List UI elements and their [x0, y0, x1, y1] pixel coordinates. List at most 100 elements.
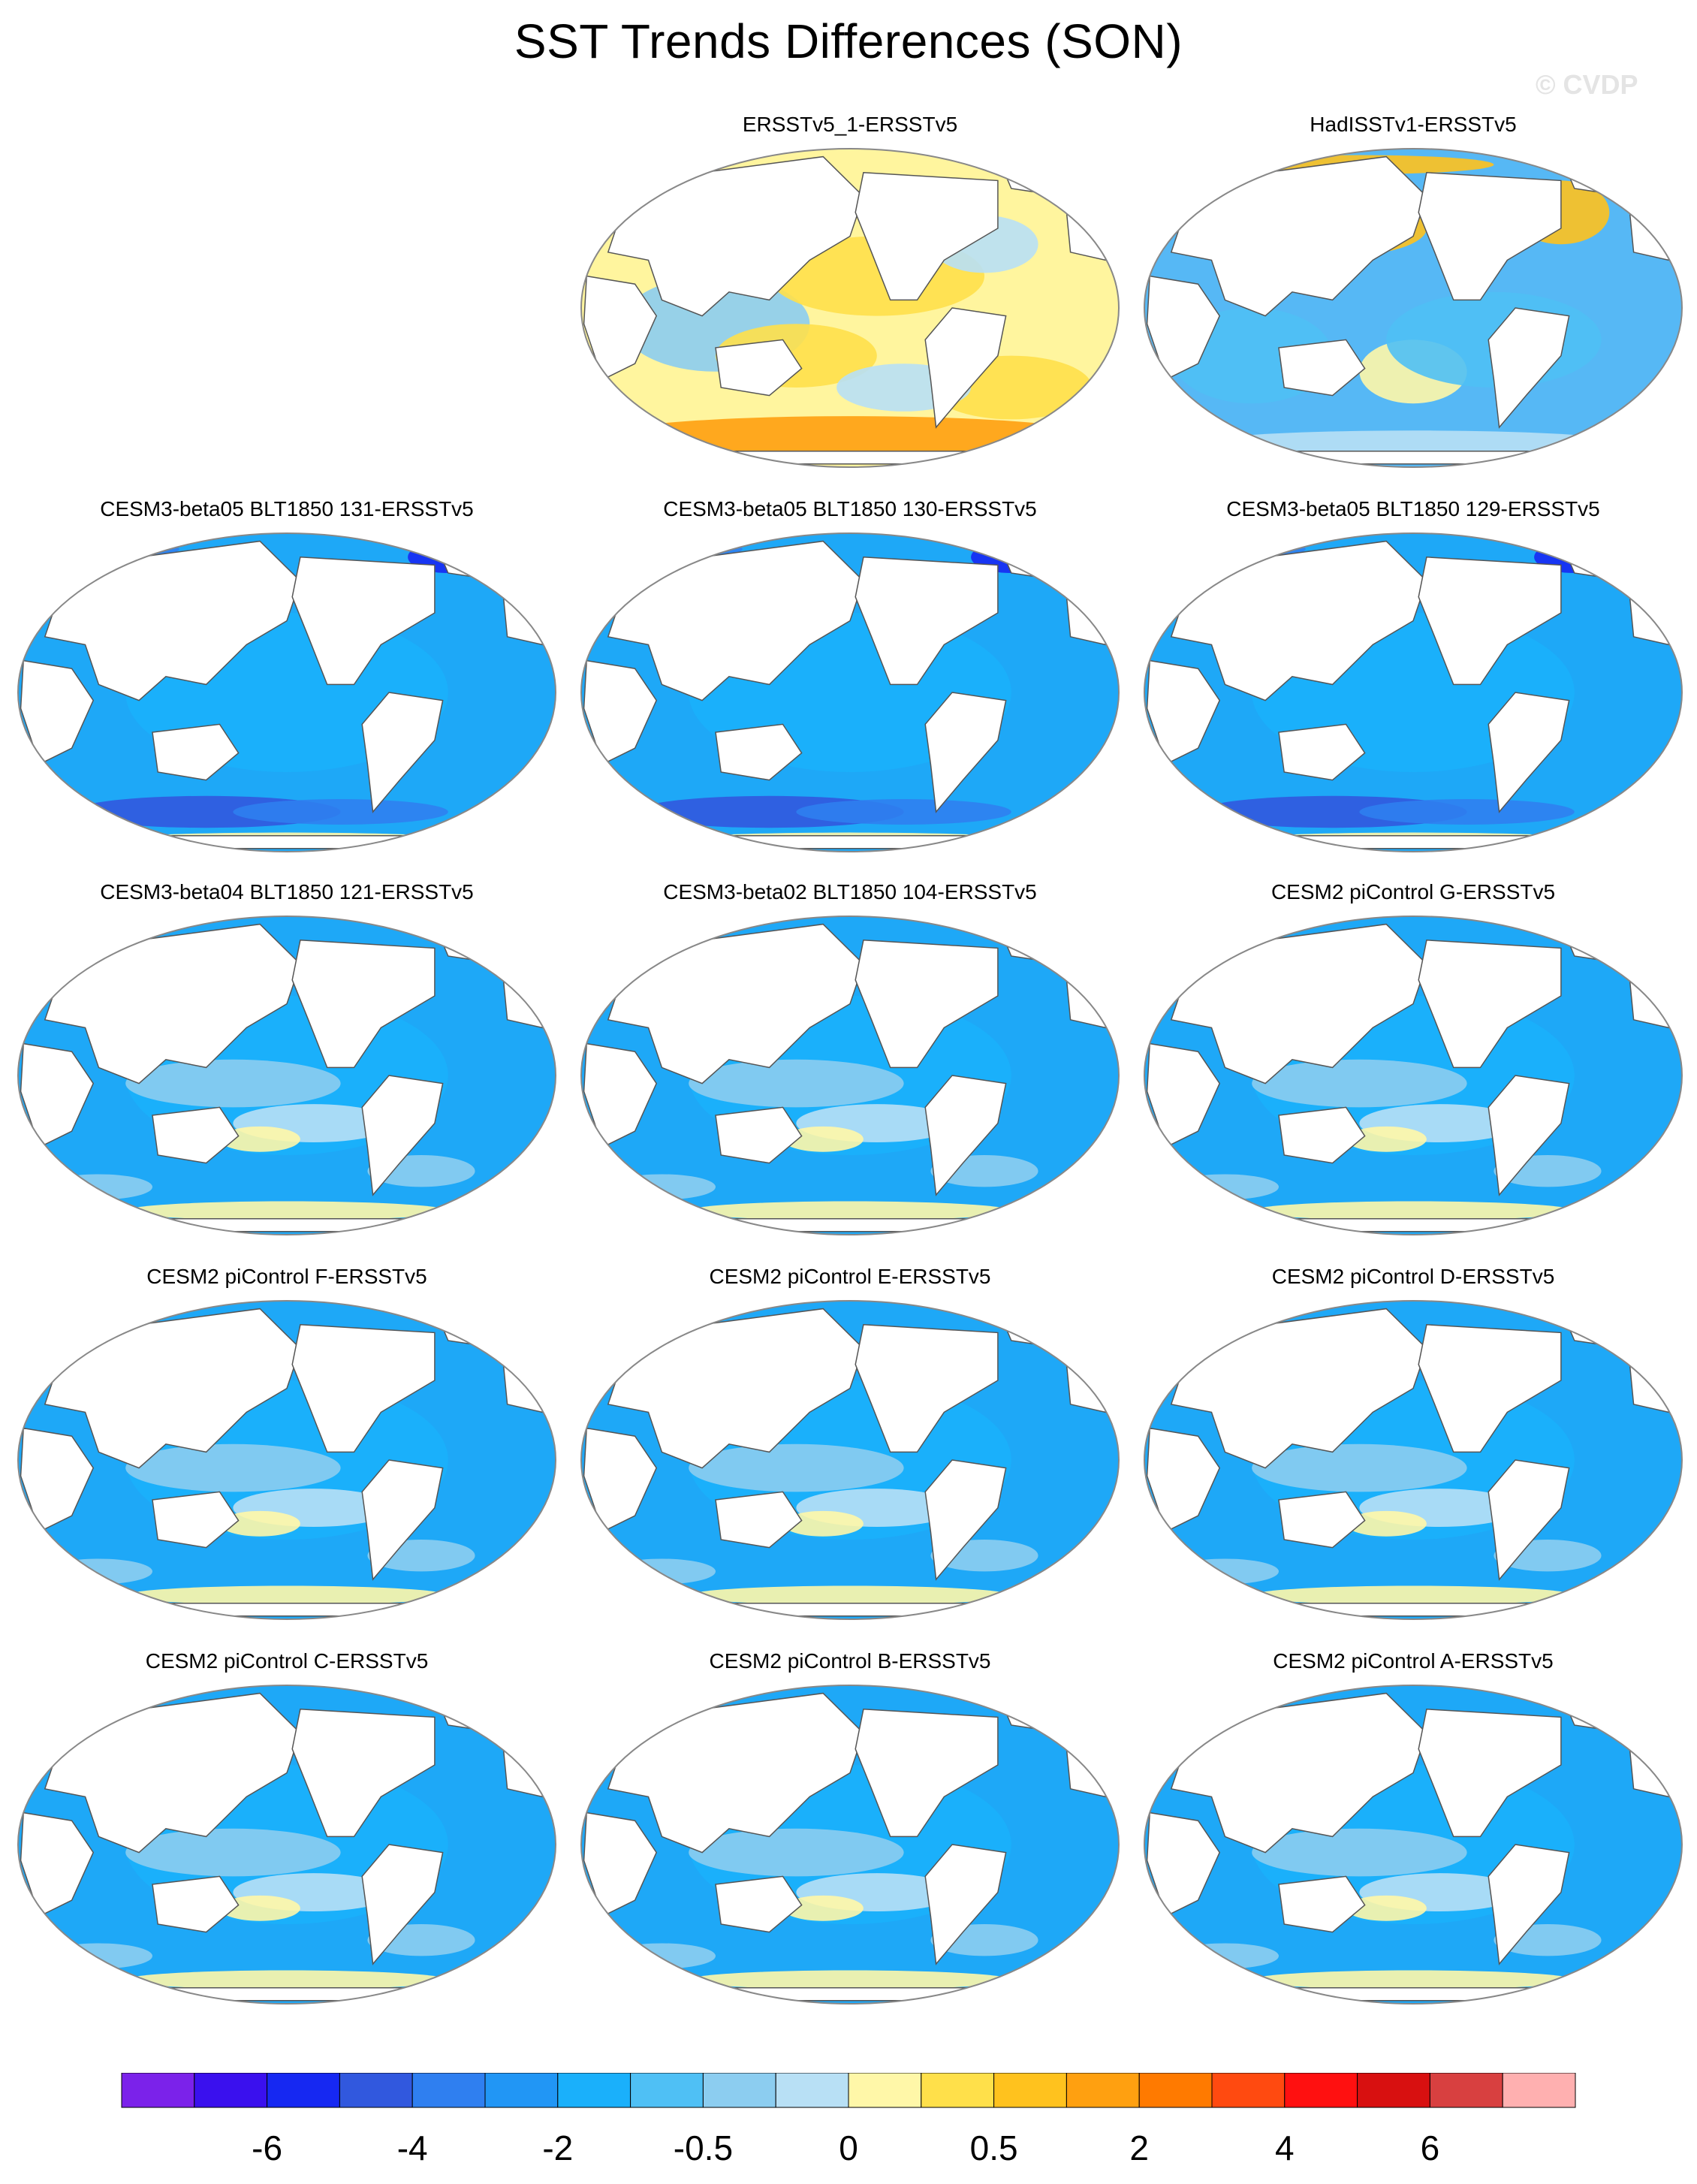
colorbar-tick-label: 4: [1275, 2128, 1295, 2167]
anomaly-region: [1346, 1510, 1427, 1537]
land-australia: [715, 1491, 803, 1549]
land-australia: [715, 1106, 803, 1164]
world-map: [17, 916, 556, 1235]
anomaly-region: [1252, 1201, 1575, 1220]
panel-title: CESM2 piControl F-ERSSTv5: [146, 1265, 427, 1288]
land-australia: [1278, 723, 1366, 781]
anomaly-region: [233, 799, 448, 825]
colorbar-swatch: [1138, 2073, 1213, 2108]
land-europe: [1627, 195, 1677, 261]
land-europe: [501, 963, 551, 1029]
land-samerica: [1488, 1844, 1570, 1965]
anomaly-region: [607, 1943, 716, 1969]
map-panel: CESM2 piControl E-ERSSTv5: [572, 1265, 1128, 1625]
colorbar-swatch: [921, 2073, 995, 2108]
land-antarctica: [98, 835, 475, 849]
land-europe: [501, 1347, 551, 1413]
world-map: [1144, 916, 1683, 1235]
map-panel: CESM3-beta04 BLT1850 121-ERSSTv5: [9, 880, 565, 1241]
land-europe: [1627, 1732, 1677, 1798]
anomaly-region: [44, 1174, 152, 1200]
map-panel: HadISSTv1-ERSSTv5: [1135, 113, 1691, 473]
land-antarctica: [1225, 1603, 1602, 1617]
panel-title: ERSSTv5_1-ERSSTv5: [742, 113, 958, 136]
land-antarctica: [98, 1218, 475, 1232]
map-panel: CESM3-beta05 BLT1850 131-ERSSTv5: [9, 497, 565, 858]
land-africa: [20, 1427, 95, 1533]
anomaly-region: [782, 1126, 864, 1152]
land-australia: [152, 723, 240, 781]
map-outline: [1144, 1300, 1683, 1620]
anomaly-region: [689, 1059, 904, 1108]
land-samerica: [1488, 1459, 1570, 1581]
world-map: [580, 916, 1120, 1235]
land-samerica: [1488, 307, 1570, 429]
land-africa: [583, 1427, 658, 1533]
land-europe: [501, 580, 551, 646]
anomaly-region: [125, 1585, 448, 1605]
land-samerica: [361, 1459, 444, 1581]
world-map: [17, 1685, 556, 2005]
colorbar-swatch: [993, 2073, 1067, 2108]
land-namerica: [1418, 940, 1562, 1069]
map-outline: [17, 1300, 556, 1620]
land-europe: [1064, 580, 1114, 646]
land-australia: [152, 1875, 240, 1933]
map-outline: [580, 1300, 1120, 1620]
colorbar-swatch: [121, 2073, 195, 2108]
anomaly-region: [782, 1895, 864, 1921]
land-namerica: [1418, 1709, 1562, 1838]
watermark: © CVDP: [1536, 69, 1638, 100]
anomaly-region: [782, 1510, 864, 1537]
land-antarctica: [662, 1987, 1038, 2001]
land-europe: [1627, 580, 1677, 646]
colorbar-swatch: [557, 2073, 631, 2108]
land-australia: [715, 339, 803, 397]
world-map: [17, 1300, 556, 1620]
world-map: [580, 1300, 1120, 1620]
panel-title: CESM3-beta04 BLT1850 121-ERSSTv5: [100, 880, 474, 903]
land-namerica: [291, 1709, 436, 1838]
land-samerica: [361, 692, 444, 813]
land-australia: [152, 1491, 240, 1549]
world-map: [580, 1685, 1120, 2005]
land-samerica: [361, 1075, 444, 1196]
land-antarctica: [1225, 1218, 1602, 1232]
map-outline: [17, 916, 556, 1235]
land-africa: [583, 659, 658, 765]
world-map: [1144, 532, 1683, 852]
land-antarctica: [662, 835, 1038, 849]
map-outline: [1144, 1685, 1683, 2005]
land-samerica: [924, 307, 1007, 429]
colorbar-tick-label: -6: [252, 2128, 282, 2167]
colorbar-swatch: [775, 2073, 849, 2108]
land-antarctica: [662, 451, 1038, 465]
land-europe: [1064, 1732, 1114, 1798]
colorbar-swatch: [702, 2073, 776, 2108]
world-map: [17, 532, 556, 852]
panel-title: HadISSTv1-ERSSTv5: [1310, 113, 1517, 136]
land-australia: [715, 723, 803, 781]
land-africa: [1146, 659, 1221, 765]
anomaly-region: [44, 1943, 152, 1969]
anomaly-region: [219, 1510, 300, 1537]
anomaly-region: [1171, 1174, 1279, 1200]
colorbar-swatch: [484, 2073, 559, 2108]
land-africa: [583, 1811, 658, 1917]
world-map: [1144, 148, 1683, 468]
anomaly-region: [607, 1558, 716, 1585]
panel-title: CESM2 piControl E-ERSSTv5: [709, 1265, 991, 1288]
map-panel: CESM2 piControl B-ERSSTv5: [572, 1649, 1128, 2010]
land-australia: [152, 1106, 240, 1164]
anomaly-region: [1346, 1895, 1427, 1921]
colorbar: -6 -4 -2 -0.5 0 0.5 2 4 6: [121, 2073, 1576, 2167]
colorbar-tick-label: -4: [397, 2128, 428, 2167]
world-map: [1144, 1300, 1683, 1620]
land-europe: [1627, 963, 1677, 1029]
map-panel: CESM2 piControl D-ERSSTv5: [1135, 1265, 1691, 1625]
anomaly-region: [796, 799, 1011, 825]
land-australia: [1278, 1875, 1366, 1933]
anomaly-region: [1346, 1126, 1427, 1152]
world-map: [580, 148, 1120, 468]
land-africa: [20, 1042, 95, 1148]
